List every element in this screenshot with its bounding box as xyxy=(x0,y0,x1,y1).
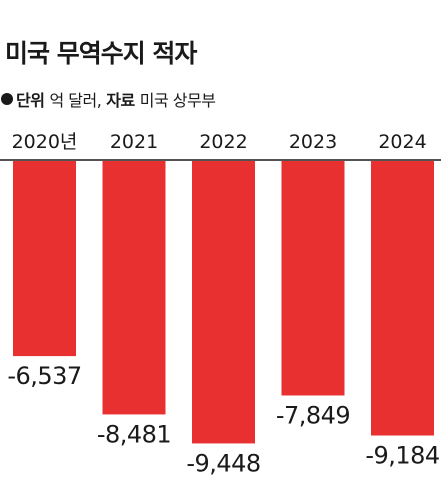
bar xyxy=(371,161,434,436)
chart-title: 미국 무역수지 적자 xyxy=(5,39,197,68)
chart-subtitle: 단위 억 달러, 자료 미국 상무부 xyxy=(1,87,216,111)
bullet-dot-icon xyxy=(1,93,13,105)
source-value: 미국 상무부 xyxy=(139,91,216,110)
bar xyxy=(192,161,255,444)
data-label: -6,537 xyxy=(7,362,81,390)
data-label: -7,849 xyxy=(276,401,350,429)
category-label: 2022 xyxy=(199,131,247,153)
data-label: -9,448 xyxy=(186,449,260,477)
bar xyxy=(281,161,345,396)
category-label: 2023 xyxy=(289,131,337,153)
bar xyxy=(102,161,166,415)
category-label: 2020년 xyxy=(12,131,78,153)
data-label: -9,184 xyxy=(365,442,439,470)
unit-label: 단위 xyxy=(16,91,45,110)
unit-value: 억 달러, xyxy=(49,91,102,110)
source-label: 자료 xyxy=(106,91,135,110)
category-label: 2021 xyxy=(110,131,158,153)
data-label: -8,481 xyxy=(97,420,171,448)
category-label: 2024 xyxy=(378,131,426,153)
bar xyxy=(13,161,76,357)
